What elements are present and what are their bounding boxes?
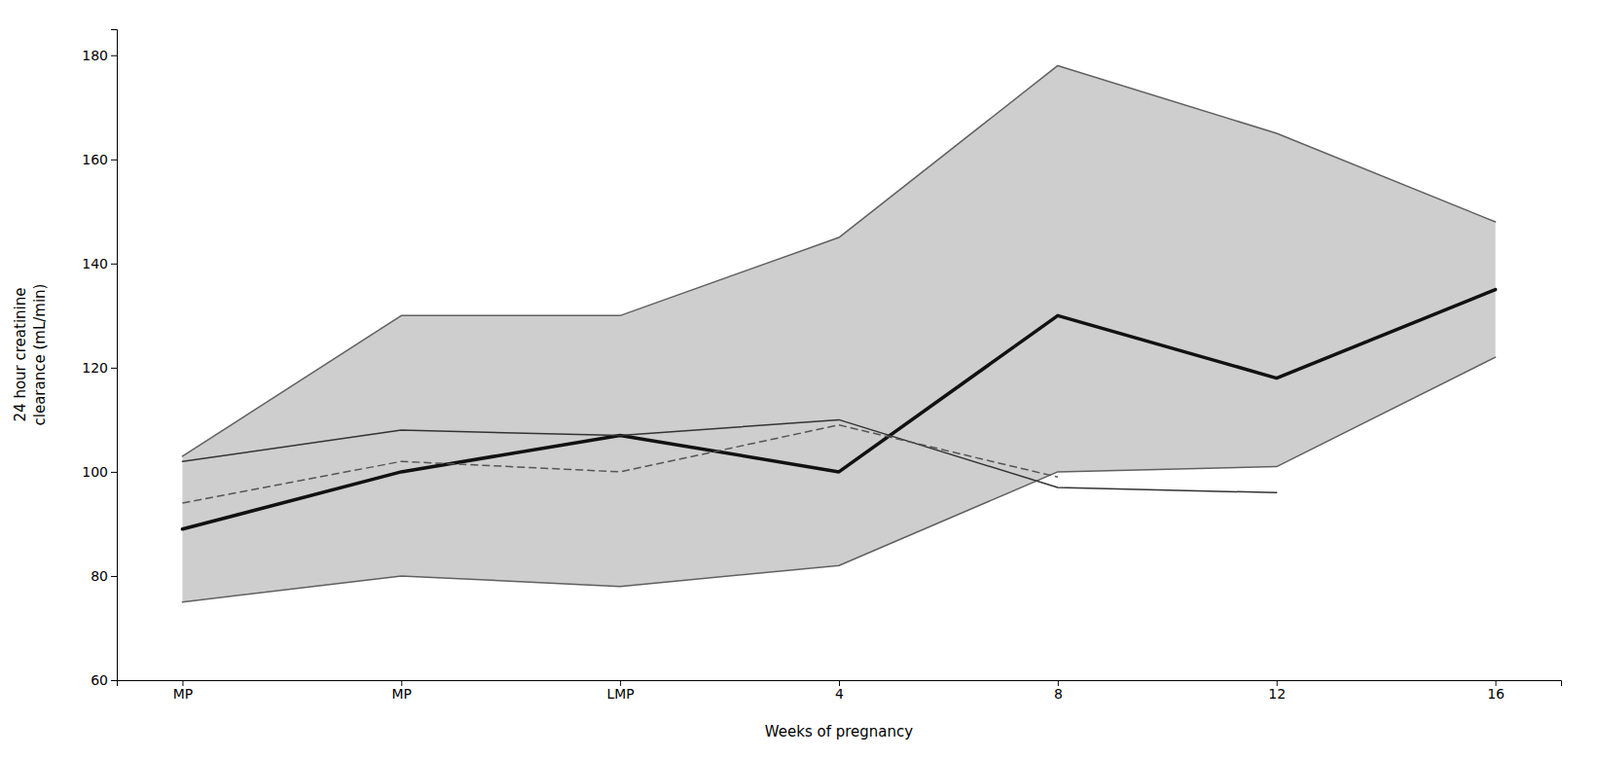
y-tick-mark: [110, 55, 117, 57]
y-tick-label: 60: [90, 672, 109, 689]
y-axis: 60 80 100 120 140 160 180: [81, 30, 117, 689]
y-axis-title: 24 hour creatinineclearance (mL/min): [11, 284, 49, 427]
y-tick: 180: [81, 47, 117, 64]
y-tick-mark: [110, 159, 117, 161]
x-tick-label: 16: [1487, 686, 1505, 702]
x-axis-title: Weeks of pregnancy: [764, 723, 913, 741]
x-axis: MP MP LMP 4 8 12 16: [117, 680, 1563, 702]
x-tick: 4: [835, 680, 844, 702]
x-tick-label: 4: [835, 686, 844, 702]
x-tick: 16: [1487, 680, 1505, 702]
y-tick: 60: [90, 672, 117, 689]
y-tick-label: 160: [81, 151, 109, 168]
x-tick-label: MP: [392, 686, 413, 702]
x-tick: MP: [392, 680, 413, 702]
y-tick-label: 120: [81, 360, 109, 376]
x-tick-label: 8: [1054, 686, 1063, 702]
y-tick-mark: [110, 472, 117, 473]
y-tick: 100: [81, 464, 117, 480]
x-tick-label: 12: [1268, 686, 1286, 702]
line: [181, 425, 1057, 504]
y-tick: 160: [81, 151, 117, 168]
line: [181, 290, 1495, 530]
y-tick-label: 180: [81, 47, 109, 64]
x-tick-label: LMP: [606, 686, 634, 702]
y-tick: 140: [81, 255, 117, 272]
y-tick-mark: [110, 576, 117, 578]
y-tick-label: 80: [90, 568, 109, 584]
x-tick: 12: [1268, 680, 1286, 702]
x-tick: MP: [173, 680, 194, 702]
chart: MP MP LMP 4 8 12 16 60 80 100 120 140 160 180 Weeks of…: [0, 0, 1600, 758]
range-area: [181, 65, 1495, 602]
y-tick-label: 100: [81, 464, 109, 480]
y-tick: 120: [81, 360, 117, 376]
marks: [181, 65, 1495, 602]
x-tick-label: MP: [173, 686, 194, 702]
y-tick-mark: [110, 263, 117, 265]
line: [181, 419, 1276, 493]
line: [181, 357, 1495, 603]
y-tick-label: 140: [81, 255, 109, 272]
y-tick: 80: [90, 568, 117, 584]
y-tick-mark: [110, 367, 117, 369]
y-axis-line: [110, 30, 118, 682]
plot: MP MP LMP 4 8 12 16 60 80 100 120 140 160 180: [81, 30, 1562, 702]
y-tick-mark: [110, 680, 117, 682]
x-tick: 8: [1054, 680, 1063, 702]
x-tick: LMP: [606, 680, 634, 702]
line: [181, 65, 1495, 456]
